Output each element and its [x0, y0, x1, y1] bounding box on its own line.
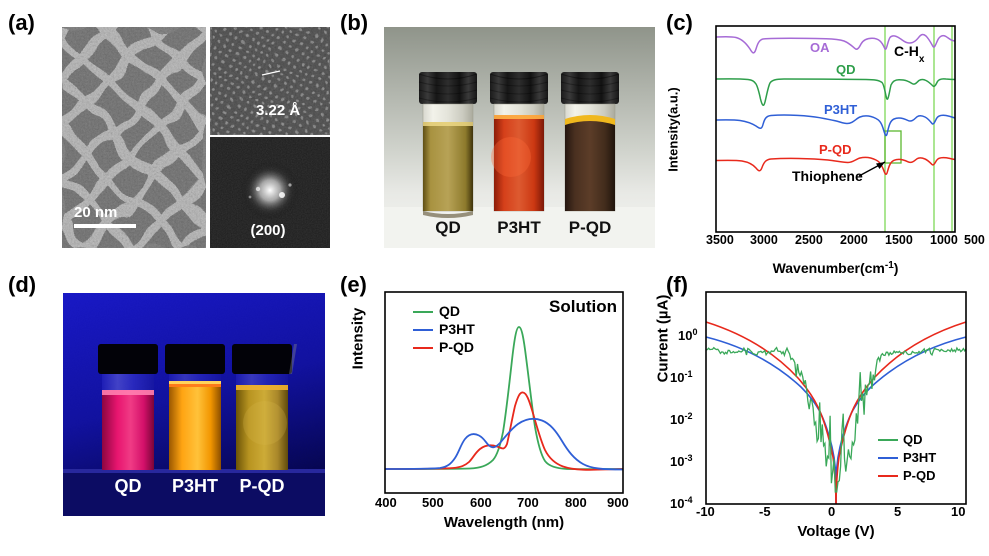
svg-text:P-QD: P-QD — [569, 218, 612, 237]
svg-text:3.22 Å: 3.22 Å — [256, 102, 300, 119]
svg-text:P3HT: P3HT — [824, 102, 857, 117]
svg-text:20 nm: 20 nm — [74, 204, 117, 221]
svg-text:P-QD: P-QD — [439, 339, 474, 355]
svg-text:OA: OA — [810, 40, 830, 55]
svg-text:Solution: Solution — [549, 297, 617, 316]
svg-text:P3HT: P3HT — [439, 321, 475, 337]
svg-text:Thiophene: Thiophene — [792, 168, 863, 184]
svg-text:P-QD: P-QD — [819, 142, 852, 157]
svg-text:QD: QD — [435, 218, 461, 237]
svg-text:QD: QD — [115, 476, 142, 496]
svg-text:P3HT: P3HT — [903, 450, 936, 465]
svg-text:P-QD: P-QD — [903, 468, 936, 483]
svg-text:C-Hx: C-Hx — [894, 43, 925, 65]
svg-text:QD: QD — [903, 432, 923, 447]
svg-text:P3HT: P3HT — [497, 218, 541, 237]
svg-text:P3HT: P3HT — [172, 476, 218, 496]
svg-text:P-QD: P-QD — [240, 476, 285, 496]
svg-text:QD: QD — [439, 303, 460, 319]
svg-text:(200): (200) — [250, 222, 285, 239]
svg-text:QD: QD — [836, 62, 856, 77]
